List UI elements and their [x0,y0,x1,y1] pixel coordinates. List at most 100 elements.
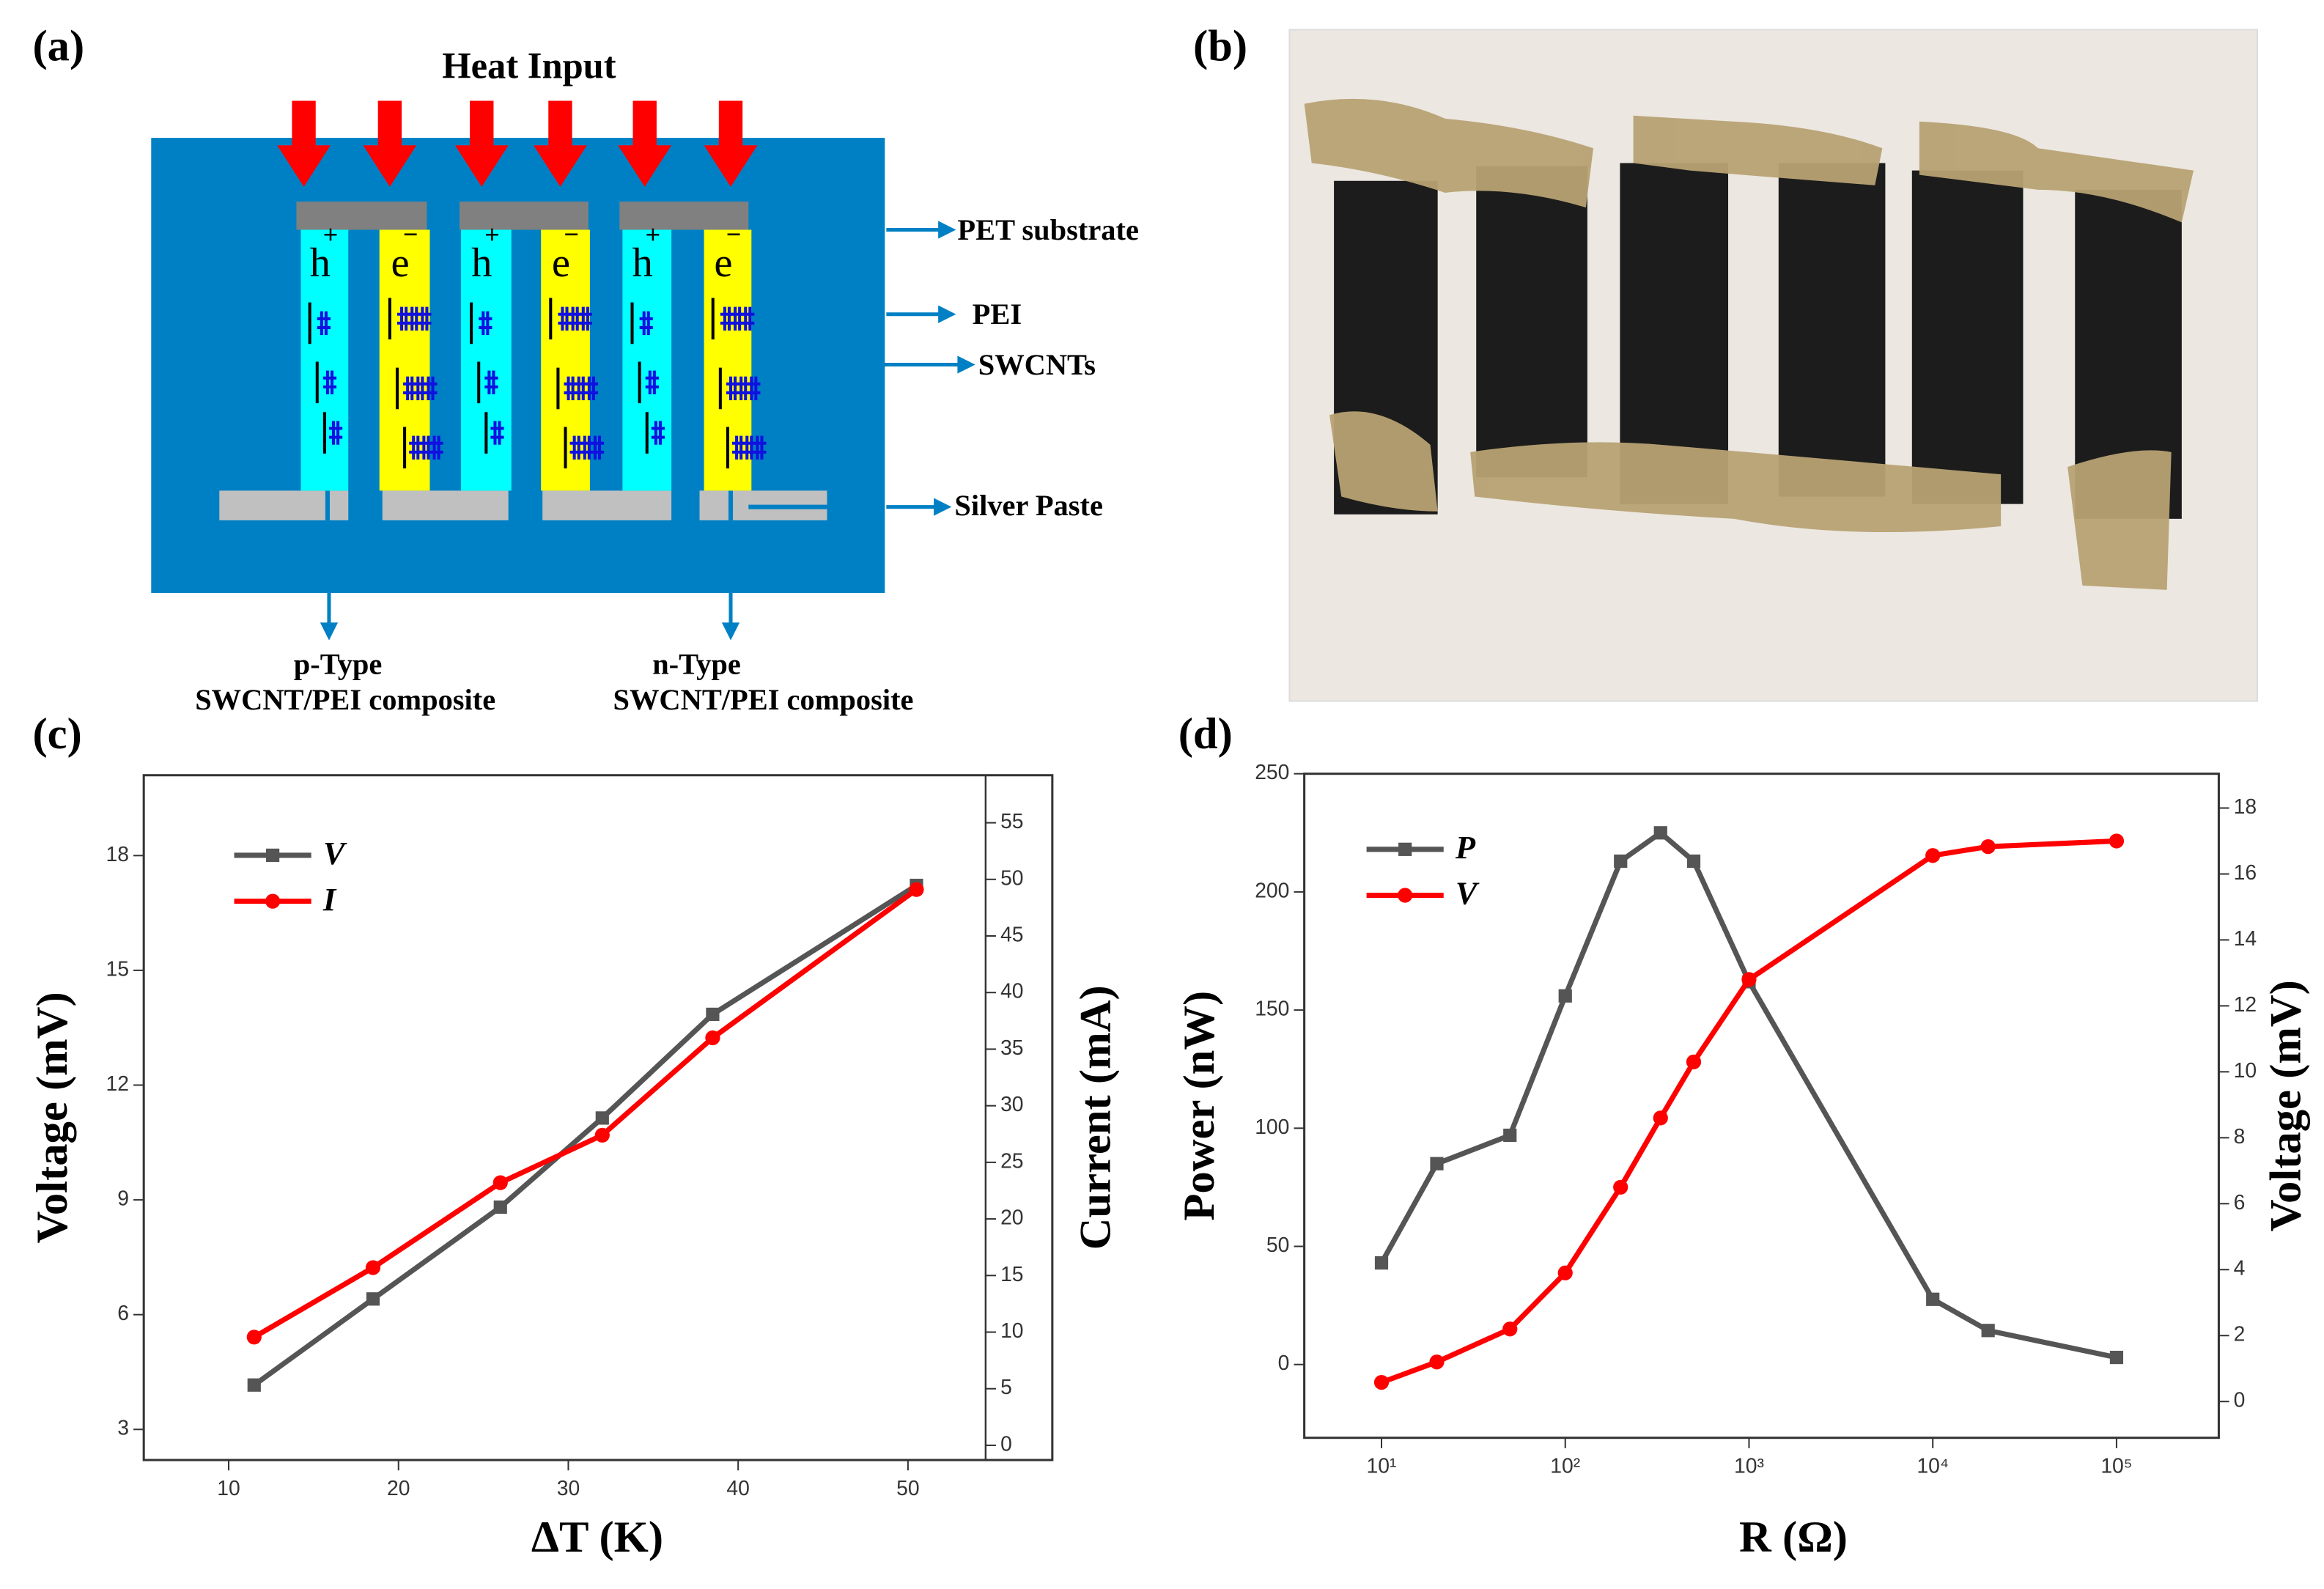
series-line [1380,838,2117,1385]
callout-arrows [327,227,961,626]
carrier-sign: + [645,220,660,249]
y2-tick-label: 40 [1000,979,1023,1003]
series-line [1379,829,2117,1360]
heat-arrow [454,100,509,187]
panel-label: (b) [1193,22,1247,71]
x-tick-label: 30 [557,1476,580,1500]
marker [2109,833,2125,849]
y-tick-label: 12 [106,1072,128,1095]
carrier-label: h [310,240,331,286]
swcnt-marks [711,298,767,469]
y2-tick-label: 10 [2234,1058,2257,1082]
x-tick-label: 10¹ [1367,1454,1397,1478]
p-type-label: SWCNT/PEI composite [195,683,495,716]
swcnt-marks [308,302,343,454]
marker [1430,1157,1444,1170]
y2-tick-label: 55 [1000,809,1023,833]
carrier-sign: − [726,220,742,249]
callout: SWCNTs [978,348,1096,381]
y2-tick-label: 15 [1000,1262,1023,1286]
y2-axis-label: Current (mA) [1071,985,1120,1250]
heat-arrow [704,100,758,187]
y-tick-label: 0 [1278,1351,1290,1374]
marker [1981,1324,1995,1338]
marker [909,882,924,897]
callout: PEI [973,298,1022,331]
marker [1502,1321,1518,1337]
marker [493,1175,508,1190]
x-tick-label: 10⁴ [1917,1454,1949,1478]
legend-marker [266,848,280,863]
x-tick-label: 40 [726,1476,749,1500]
carrier-sign: − [403,220,418,249]
marker [247,1378,261,1392]
y-axis-label: Power (nW) [1175,991,1224,1221]
marker [493,1200,507,1214]
carrier-sign: − [564,220,579,249]
legend-marker [1398,888,1413,903]
chart: 10 20 30 40 50 3 6 9 12 15 18 0 5 10 15 20 25 30 35 40 45 50 5… [28,774,1120,1562]
series-line [252,883,918,1387]
y2-tick-label: 14 [2234,926,2257,950]
marker [1557,1265,1573,1280]
marker [594,1127,610,1143]
marker [1373,1375,1390,1390]
carrier-sign: + [484,220,500,249]
marker [1503,1128,1517,1143]
y2-tick-label: 10 [1000,1319,1023,1342]
x-tick-label: 10⁵ [2100,1454,2132,1478]
y2-tick-label: 6 [2234,1190,2246,1214]
heat-arrow [618,100,672,187]
marker [1429,1354,1445,1370]
heat-arrow [277,100,331,187]
y-tick-label: 200 [1255,878,1289,902]
marker [1374,1256,1389,1270]
y-tick-label: 3 [117,1416,129,1439]
y2-tick-label: 16 [2234,860,2257,884]
arrow-heads [320,221,975,641]
p-type-label: p-Type [294,647,383,680]
heat-arrow [534,100,587,187]
silver-paste [219,202,827,520]
slot [325,490,827,520]
charts: 10 20 30 40 50369121518051015202530354045505… [28,760,2311,1562]
n-type-label: n-Type [652,647,741,680]
panel-label: (d) [1178,709,1233,759]
marker [1614,854,1628,869]
x-tick-label: 10 [217,1476,240,1500]
carrier-label: e [391,240,409,286]
carrier-label: e [552,240,570,286]
carrier-sign: + [323,220,339,249]
swcnt-marks [388,298,443,469]
swcnt-marks [630,302,665,454]
marker [246,1330,262,1345]
diagram: Heat Input PET substrate PEI SWCNTs Silv… [151,45,1139,716]
n-type-label: SWCNT/PEI composite [613,683,913,716]
marker [365,1260,381,1275]
y-tick-label: 15 [106,956,128,980]
y2-tick-label: 45 [1000,922,1023,945]
legend-label: I [322,881,337,918]
marker [2109,1350,2124,1365]
y-tick-label: 150 [1255,997,1289,1020]
x-tick-label: 20 [387,1476,410,1500]
callout: PET substrate [957,213,1139,246]
marker [1686,1054,1702,1069]
marker [1653,826,1667,840]
y2-axis-label: Voltage (mV) [2261,980,2310,1231]
y-tick-label: 18 [106,842,128,866]
marker [1613,1179,1628,1195]
callout: Silver Paste [954,489,1103,522]
y2-tick-label: 8 [2234,1124,2246,1148]
marker [1926,1292,1940,1306]
y2-tick-label: 30 [1000,1092,1023,1116]
legend-label: V [1456,875,1480,912]
carrier-label: h [471,240,492,286]
y-axis-label: Voltage (mV) [28,992,77,1243]
y-tick-label: 100 [1255,1115,1289,1138]
x-tick-label: 10² [1550,1454,1580,1478]
y2-tick-label: 0 [2234,1388,2246,1412]
y2-tick-label: 0 [1000,1431,1012,1455]
chart: 10¹ 10² 10³ 10⁴ 10⁵ 0 50 100 150 200 250 0 2 4 6 8 10 12 1… [1175,760,2310,1562]
y-tick-label: 50 [1266,1233,1289,1256]
